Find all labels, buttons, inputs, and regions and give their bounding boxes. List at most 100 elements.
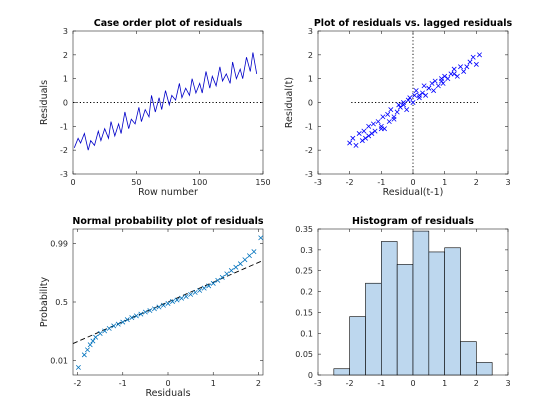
- data-point: [477, 52, 482, 58]
- y-tick-label: -3: [305, 170, 313, 179]
- x-tick-label: 3: [505, 178, 510, 187]
- data-point: [464, 64, 470, 70]
- histogram-bar: [476, 362, 493, 376]
- y-tick-label: 0: [308, 371, 313, 380]
- data-point: [151, 306, 157, 312]
- data-point: [440, 80, 446, 86]
- data-point: [366, 133, 372, 139]
- data-point: [369, 131, 375, 136]
- y-axis-label: Residuals: [39, 80, 50, 125]
- data-point: [75, 364, 81, 370]
- data-point: [219, 274, 225, 280]
- data-point: [129, 315, 135, 321]
- y-axis-label: Residual(t): [284, 77, 295, 128]
- x-tick-label: -3: [314, 178, 322, 187]
- data-point: [142, 309, 148, 315]
- x-tick-label: -2: [346, 178, 354, 187]
- data-point: [251, 249, 257, 255]
- normal-probability-plot: Normal probability plot of residuals -2 -1…: [39, 216, 264, 399]
- data-point: [372, 128, 378, 134]
- y-tick-label: 1: [63, 75, 68, 84]
- y-tick-label: 0.1: [300, 329, 313, 338]
- data-point: [435, 83, 441, 89]
- y-tick-label: 3: [63, 27, 68, 36]
- data-point: [410, 100, 416, 105]
- data-point: [138, 311, 144, 317]
- histogram-bar: [333, 368, 350, 376]
- y-tick-label: 0.2: [300, 288, 313, 297]
- data-point: [242, 257, 248, 263]
- case-order-plot: Case order plot of residuals 0 50 100 150 -3 -…: [39, 18, 271, 198]
- data-point: [246, 253, 252, 259]
- data-point: [407, 95, 413, 101]
- data-point: [451, 71, 457, 77]
- data-point: [165, 301, 171, 306]
- data-point: [426, 85, 432, 91]
- data-point: [183, 293, 189, 299]
- data-point: [353, 142, 359, 148]
- data-point: [106, 325, 112, 331]
- axes-frame: [72, 30, 264, 175]
- data-point: [133, 313, 139, 319]
- data-point: [391, 116, 397, 122]
- histogram-bar: [444, 247, 461, 376]
- data-point: [412, 92, 418, 98]
- y-tick-label: 0.5: [55, 298, 68, 307]
- normal-fit-line: [72, 260, 264, 344]
- y-tick-label: 0.99: [50, 239, 68, 248]
- data-point: [420, 90, 425, 96]
- data-point: [378, 126, 384, 132]
- y-tick-label: 2: [63, 51, 68, 60]
- histogram-bar: [412, 230, 430, 376]
- y-tick-label: 3: [308, 27, 313, 36]
- data-point: [188, 291, 194, 297]
- data-point: [115, 321, 121, 327]
- x-axis-label: Row number: [138, 187, 198, 198]
- x-tick-label: 0: [165, 379, 170, 388]
- y-tick-label: 0.3: [300, 246, 313, 255]
- histogram-bar: [365, 282, 382, 376]
- data-point: [366, 123, 372, 129]
- data-point: [156, 304, 162, 310]
- chart-title: Case order plot of residuals: [94, 18, 243, 29]
- y-tick-label: -2: [60, 146, 68, 155]
- data-point: [429, 80, 435, 86]
- x-tick-label: 0: [410, 379, 415, 388]
- data-point: [423, 92, 429, 98]
- data-point: [206, 283, 212, 289]
- data-point: [442, 73, 448, 79]
- data-point: [413, 88, 419, 94]
- x-tick-label: 1: [442, 178, 447, 187]
- histogram-bar: [428, 251, 445, 376]
- data-point: [385, 111, 391, 117]
- data-point: [160, 302, 166, 308]
- x-tick-label: 2: [474, 178, 479, 187]
- residual-series-line: [73, 52, 258, 151]
- data-point: [210, 280, 216, 286]
- data-point: [201, 285, 207, 291]
- x-tick-label: 150: [255, 178, 270, 187]
- data-point: [370, 121, 376, 127]
- chart-title: Normal probability plot of residuals: [72, 216, 264, 227]
- x-tick-label: -1: [377, 379, 385, 388]
- x-tick-label: 50: [131, 178, 141, 187]
- data-point: [361, 128, 367, 134]
- data-point: [467, 59, 473, 65]
- data-point: [233, 264, 239, 270]
- data-point: [350, 135, 356, 141]
- y-tick-label: -1: [305, 122, 313, 131]
- data-point: [439, 78, 444, 84]
- chart-title: Histogram of residuals: [352, 216, 474, 227]
- data-point: [416, 92, 422, 98]
- histogram-bar: [381, 241, 398, 376]
- y-tick-label: 2: [308, 51, 313, 60]
- data-point: [401, 102, 406, 108]
- x-axis-label: Residual(t-1): [383, 187, 444, 198]
- data-point: [215, 277, 221, 283]
- histogram-bar: [349, 316, 366, 376]
- y-tick-label: 0.05: [295, 350, 313, 359]
- y-axis-label: Probability: [39, 277, 50, 328]
- x-tick-label: -1: [377, 178, 385, 187]
- data-point: [388, 107, 394, 113]
